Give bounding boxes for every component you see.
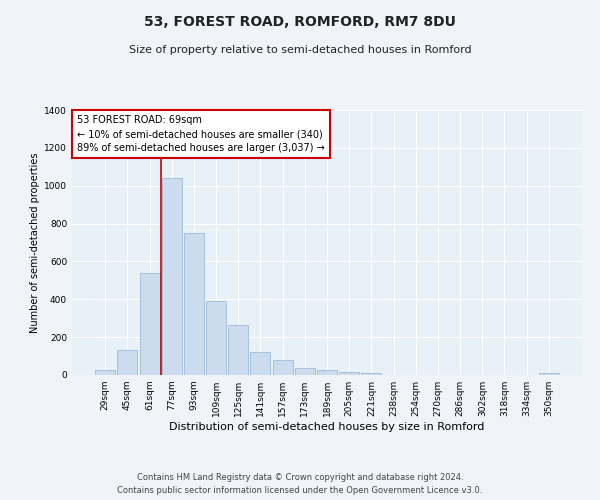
- Bar: [317, 370, 337, 375]
- Bar: [295, 368, 315, 375]
- X-axis label: Distribution of semi-detached houses by size in Romford: Distribution of semi-detached houses by …: [169, 422, 485, 432]
- Bar: [272, 360, 293, 375]
- Text: Contains public sector information licensed under the Open Government Licence v3: Contains public sector information licen…: [118, 486, 482, 495]
- Text: Contains HM Land Registry data © Crown copyright and database right 2024.: Contains HM Land Registry data © Crown c…: [137, 474, 463, 482]
- Bar: [539, 373, 559, 375]
- Bar: [140, 273, 160, 375]
- Text: 53 FOREST ROAD: 69sqm
← 10% of semi-detached houses are smaller (340)
89% of sem: 53 FOREST ROAD: 69sqm ← 10% of semi-deta…: [77, 116, 325, 154]
- Bar: [162, 178, 182, 375]
- Text: 53, FOREST ROAD, ROMFORD, RM7 8DU: 53, FOREST ROAD, ROMFORD, RM7 8DU: [144, 15, 456, 29]
- Text: Size of property relative to semi-detached houses in Romford: Size of property relative to semi-detach…: [128, 45, 472, 55]
- Y-axis label: Number of semi-detached properties: Number of semi-detached properties: [30, 152, 40, 333]
- Bar: [339, 372, 359, 375]
- Bar: [250, 352, 271, 375]
- Bar: [118, 350, 137, 375]
- Bar: [95, 370, 115, 375]
- Bar: [184, 233, 204, 375]
- Bar: [361, 374, 382, 375]
- Bar: [206, 301, 226, 375]
- Bar: [228, 325, 248, 375]
